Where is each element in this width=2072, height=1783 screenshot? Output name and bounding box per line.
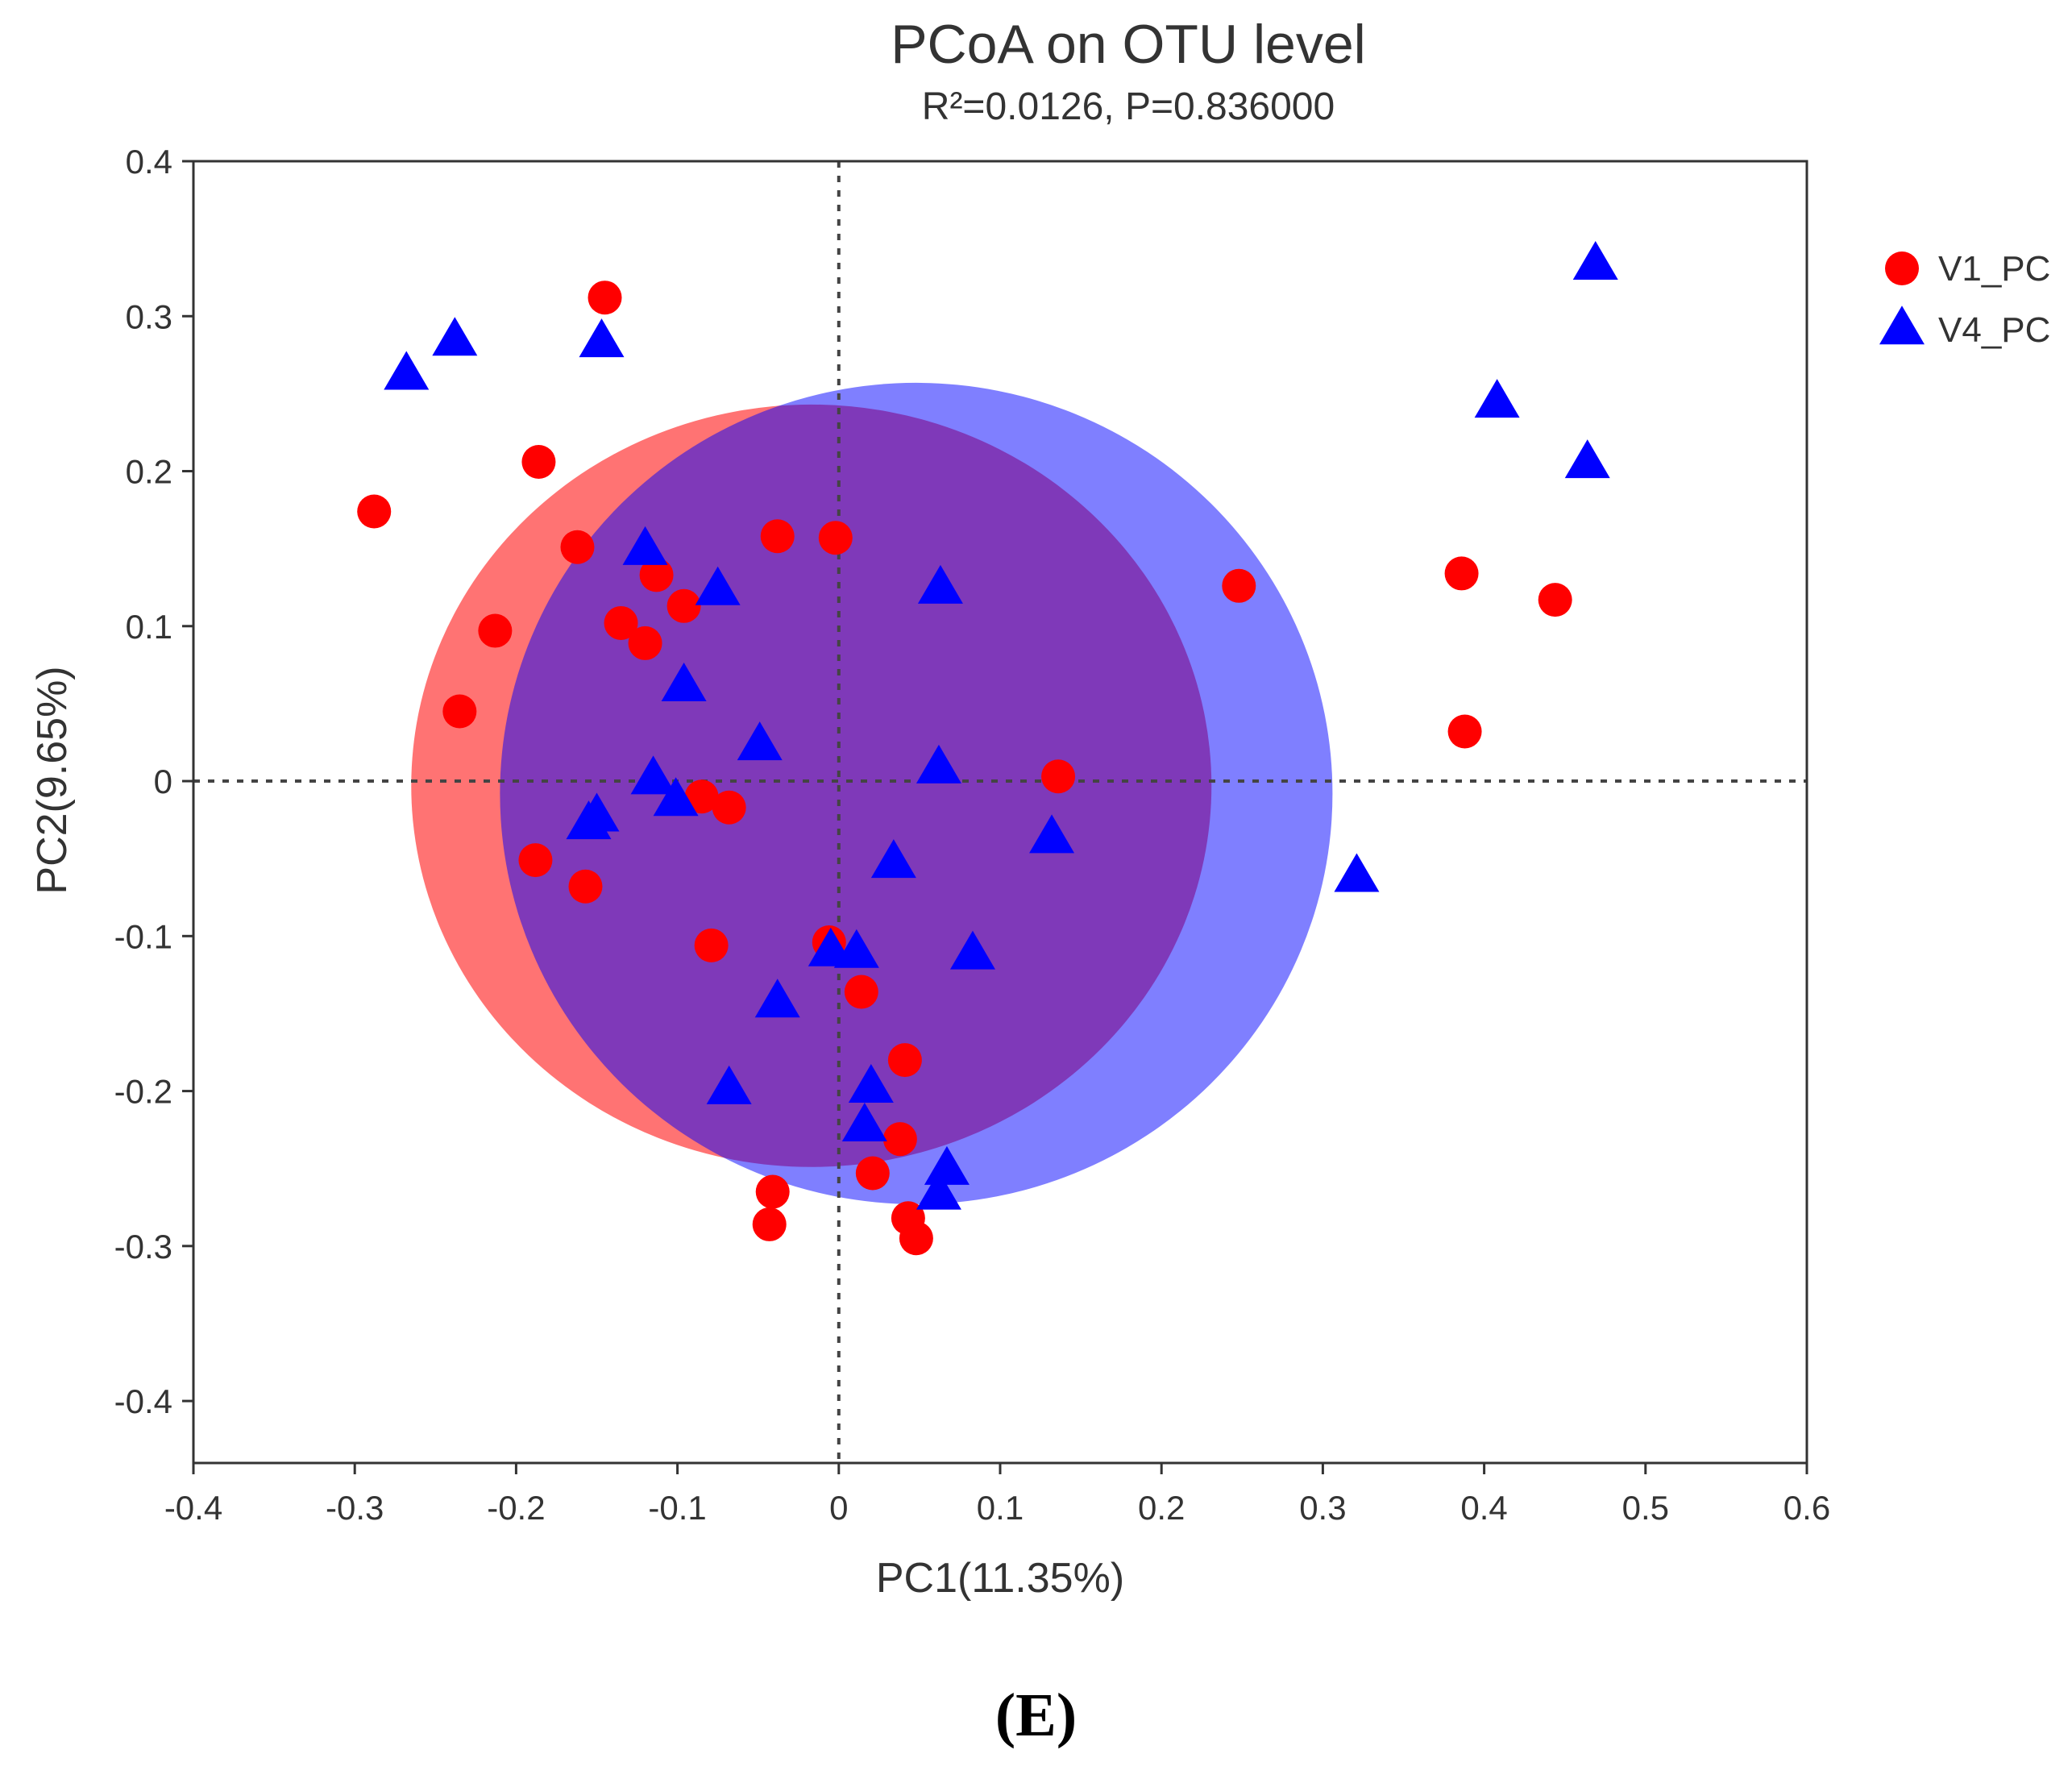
v4_pc-point-triangle	[737, 721, 783, 761]
v1_pc-point-circle	[521, 444, 556, 479]
v1_pc-legend-marker	[1885, 251, 1919, 285]
v4_pc-point-triangle	[1564, 439, 1610, 479]
v4_pc-point-triangle	[848, 1063, 894, 1103]
data-points	[357, 241, 1618, 1256]
v1_pc-point-circle	[1447, 714, 1482, 749]
v1_pc-point-circle	[1444, 556, 1479, 591]
v1_pc-point-circle	[760, 519, 795, 554]
v1_pc-point-circle	[684, 779, 719, 814]
axis-ticks: -0.4 -0.3 -0.2 -0.1 0 0.1 0.2 0.3 0.4 0.5 0.6 0.4 0.…	[114, 143, 1831, 1527]
chart-subtitle: R²=0.0126, P=0.836000	[922, 85, 1335, 128]
v1_pc-point-circle	[357, 494, 392, 529]
v1_pc-point-circle	[899, 1221, 933, 1256]
y-tick-label: 0.1	[126, 608, 172, 646]
v4_pc-series	[384, 241, 1618, 1210]
v1_pc-point-circle	[887, 1043, 922, 1078]
v1_pc-point-circle	[442, 694, 477, 729]
v4_pc-point-triangle	[695, 566, 741, 605]
v1_pc-point-circle	[604, 605, 638, 640]
v4_pc-point-triangle	[833, 929, 879, 968]
v4_pc-point-triangle	[949, 930, 995, 970]
y-tick-label: 0.2	[126, 453, 172, 491]
v4_pc-point-triangle	[841, 1103, 887, 1142]
v4_pc-point-triangle	[566, 800, 612, 840]
y-tick-label: -0.2	[114, 1073, 172, 1111]
v1_pc-point-circle	[1222, 568, 1256, 603]
y-tick-label: 0	[154, 763, 172, 800]
y-tick-label: 0.3	[126, 297, 172, 335]
v1_pc-series	[357, 281, 1572, 1256]
v4_pc-point-triangle	[1572, 241, 1618, 281]
x-tick-label: 0.3	[1299, 1489, 1346, 1527]
v4_pc-point-triangle	[754, 979, 800, 1018]
x-tick-label: 0.1	[977, 1489, 1024, 1527]
y-tick-label: -0.1	[114, 917, 172, 955]
x-tick-label: 0	[829, 1489, 848, 1527]
v1_pc-point-circle	[478, 613, 513, 648]
v1_pc-legend-label: V1_PC	[1938, 249, 2050, 289]
x-tick-label: 0.4	[1460, 1489, 1507, 1527]
y-axis-label: PC2(9.65%)	[29, 666, 76, 894]
v4_pc-legend-label: V4_PC	[1938, 310, 2050, 350]
v1_pc-point-circle	[712, 790, 746, 825]
x-tick-label: -0.2	[487, 1489, 545, 1527]
v4_pc-point-triangle	[579, 318, 625, 358]
legend: V1_PC V4_PC	[1879, 249, 2050, 350]
v4_pc-point-triangle	[384, 351, 430, 390]
v1_pc-point-circle	[588, 281, 622, 315]
v1_pc-point-circle	[518, 843, 553, 878]
v4_pc-point-triangle	[706, 1065, 752, 1104]
v1_pc-point-circle	[755, 1174, 790, 1209]
v4_pc-point-triangle	[1334, 853, 1380, 892]
v4_pc-point-triangle	[661, 663, 707, 702]
v4_pc-point-triangle	[916, 1170, 961, 1210]
y-tick-label: 0.4	[126, 143, 172, 181]
v1_pc-point-circle	[666, 588, 701, 623]
v4_pc-point-triangle	[1029, 814, 1075, 854]
x-tick-label: 0.2	[1138, 1489, 1185, 1527]
v1_pc-point-circle	[560, 530, 595, 564]
v4_pc-point-triangle	[916, 744, 961, 783]
v1_pc-point-circle	[1538, 583, 1572, 617]
y-tick-label: -0.3	[114, 1228, 172, 1266]
v1_pc-point-circle	[628, 626, 662, 660]
v1_pc-point-circle	[752, 1207, 787, 1241]
v4_pc-point-triangle	[870, 839, 916, 879]
x-axis-label: PC1(11.35%)	[876, 1555, 1124, 1602]
x-tick-label: -0.4	[164, 1489, 222, 1527]
v4_pc-ellipse	[500, 382, 1333, 1204]
x-tick-label: -0.1	[648, 1489, 706, 1527]
v4_pc-point-triangle	[924, 1145, 970, 1185]
v1_pc-point-circle	[568, 869, 603, 904]
chart-title: PCoA on OTU level	[891, 14, 1366, 75]
v4_pc-point-triangle	[653, 777, 699, 817]
v1_pc-point-circle	[818, 521, 853, 555]
panel-label: (E)	[994, 1681, 1078, 1749]
x-tick-label: 0.6	[1783, 1489, 1830, 1527]
v4_pc-point-triangle	[622, 526, 668, 565]
v1_pc-point-circle	[882, 1122, 917, 1157]
v4_pc-legend-marker	[1879, 305, 1925, 345]
x-tick-label: 0.5	[1622, 1489, 1669, 1527]
v4_pc-point-triangle	[630, 755, 676, 795]
v1_pc-point-circle	[844, 975, 878, 1009]
v4_pc-point-triangle	[917, 564, 963, 604]
v4_pc-point-triangle	[432, 317, 478, 356]
y-tick-label: -0.4	[114, 1382, 172, 1420]
v4_pc-point-triangle	[1474, 379, 1520, 418]
v1_pc-point-circle	[855, 1156, 890, 1191]
v1_pc-point-circle	[694, 928, 729, 962]
v1_pc-point-circle	[1041, 759, 1076, 794]
x-tick-label: -0.3	[326, 1489, 384, 1527]
v1_pc-point-circle	[639, 558, 674, 592]
